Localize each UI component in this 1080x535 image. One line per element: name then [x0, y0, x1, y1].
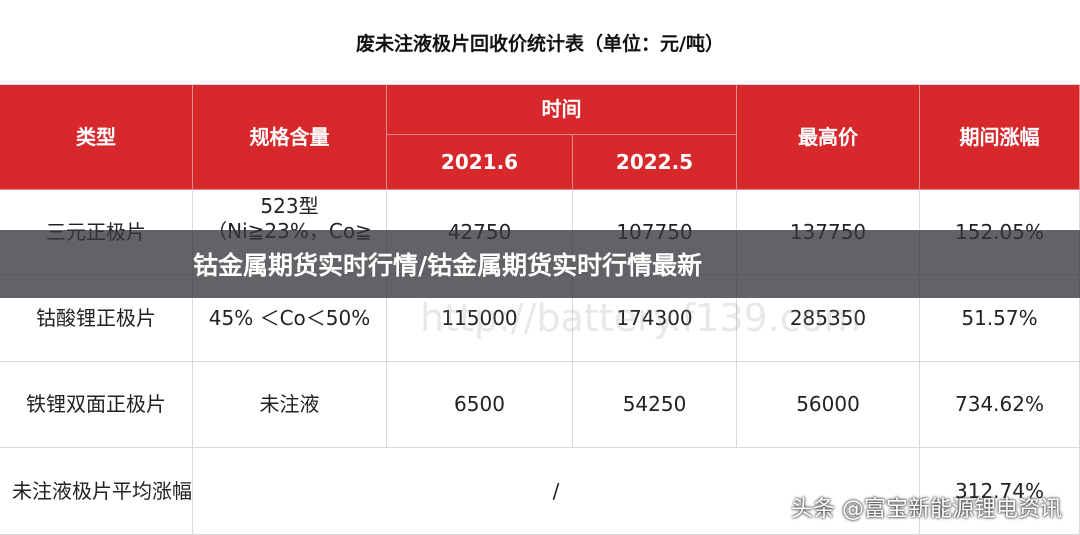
table-cell: 115000	[387, 275, 573, 362]
table-cell: 285350	[737, 275, 920, 362]
header-cell: 最高价	[737, 85, 920, 190]
header-cell: 规格含量	[193, 85, 387, 190]
cell-line: 523型	[260, 194, 319, 218]
source-watermark: 头条 @富宝新能源锂电资讯	[791, 497, 1062, 522]
table-cell: 未注液	[193, 362, 387, 448]
table-cell: 54250	[573, 362, 737, 448]
table-cell: 未注液极片平均涨幅	[0, 448, 193, 535]
header-cell: 期间涨幅	[920, 85, 1080, 190]
table-cell: 钴酸锂正极片	[0, 275, 193, 362]
table-cell: 56000	[737, 362, 920, 448]
table-title: 废未注液极片回收价统计表（单位：元/吨）	[0, 0, 1080, 85]
header-cell: 时间	[387, 85, 737, 135]
table-cell: 铁锂双面正极片	[0, 362, 193, 448]
cell-line: 未注液	[259, 392, 320, 416]
table-cell: 174300	[573, 275, 737, 362]
table-cell: 51.57%	[920, 275, 1080, 362]
overlay-banner: 钴金属期货实时行情/钴金属期货实时行情最新	[0, 230, 1080, 298]
cell-line: 45% ＜Co＜50%	[208, 305, 371, 330]
table-cell: 45% ＜Co＜50%	[193, 275, 387, 362]
background-watermark: http://battery.f139.com	[420, 296, 861, 340]
table-cell: 734.62%	[920, 362, 1080, 448]
table-cell: 6500	[387, 362, 573, 448]
header-cell: 2022.5	[573, 135, 737, 190]
header-cell: 类型	[0, 85, 193, 190]
header-cell: 2021.6	[387, 135, 573, 190]
